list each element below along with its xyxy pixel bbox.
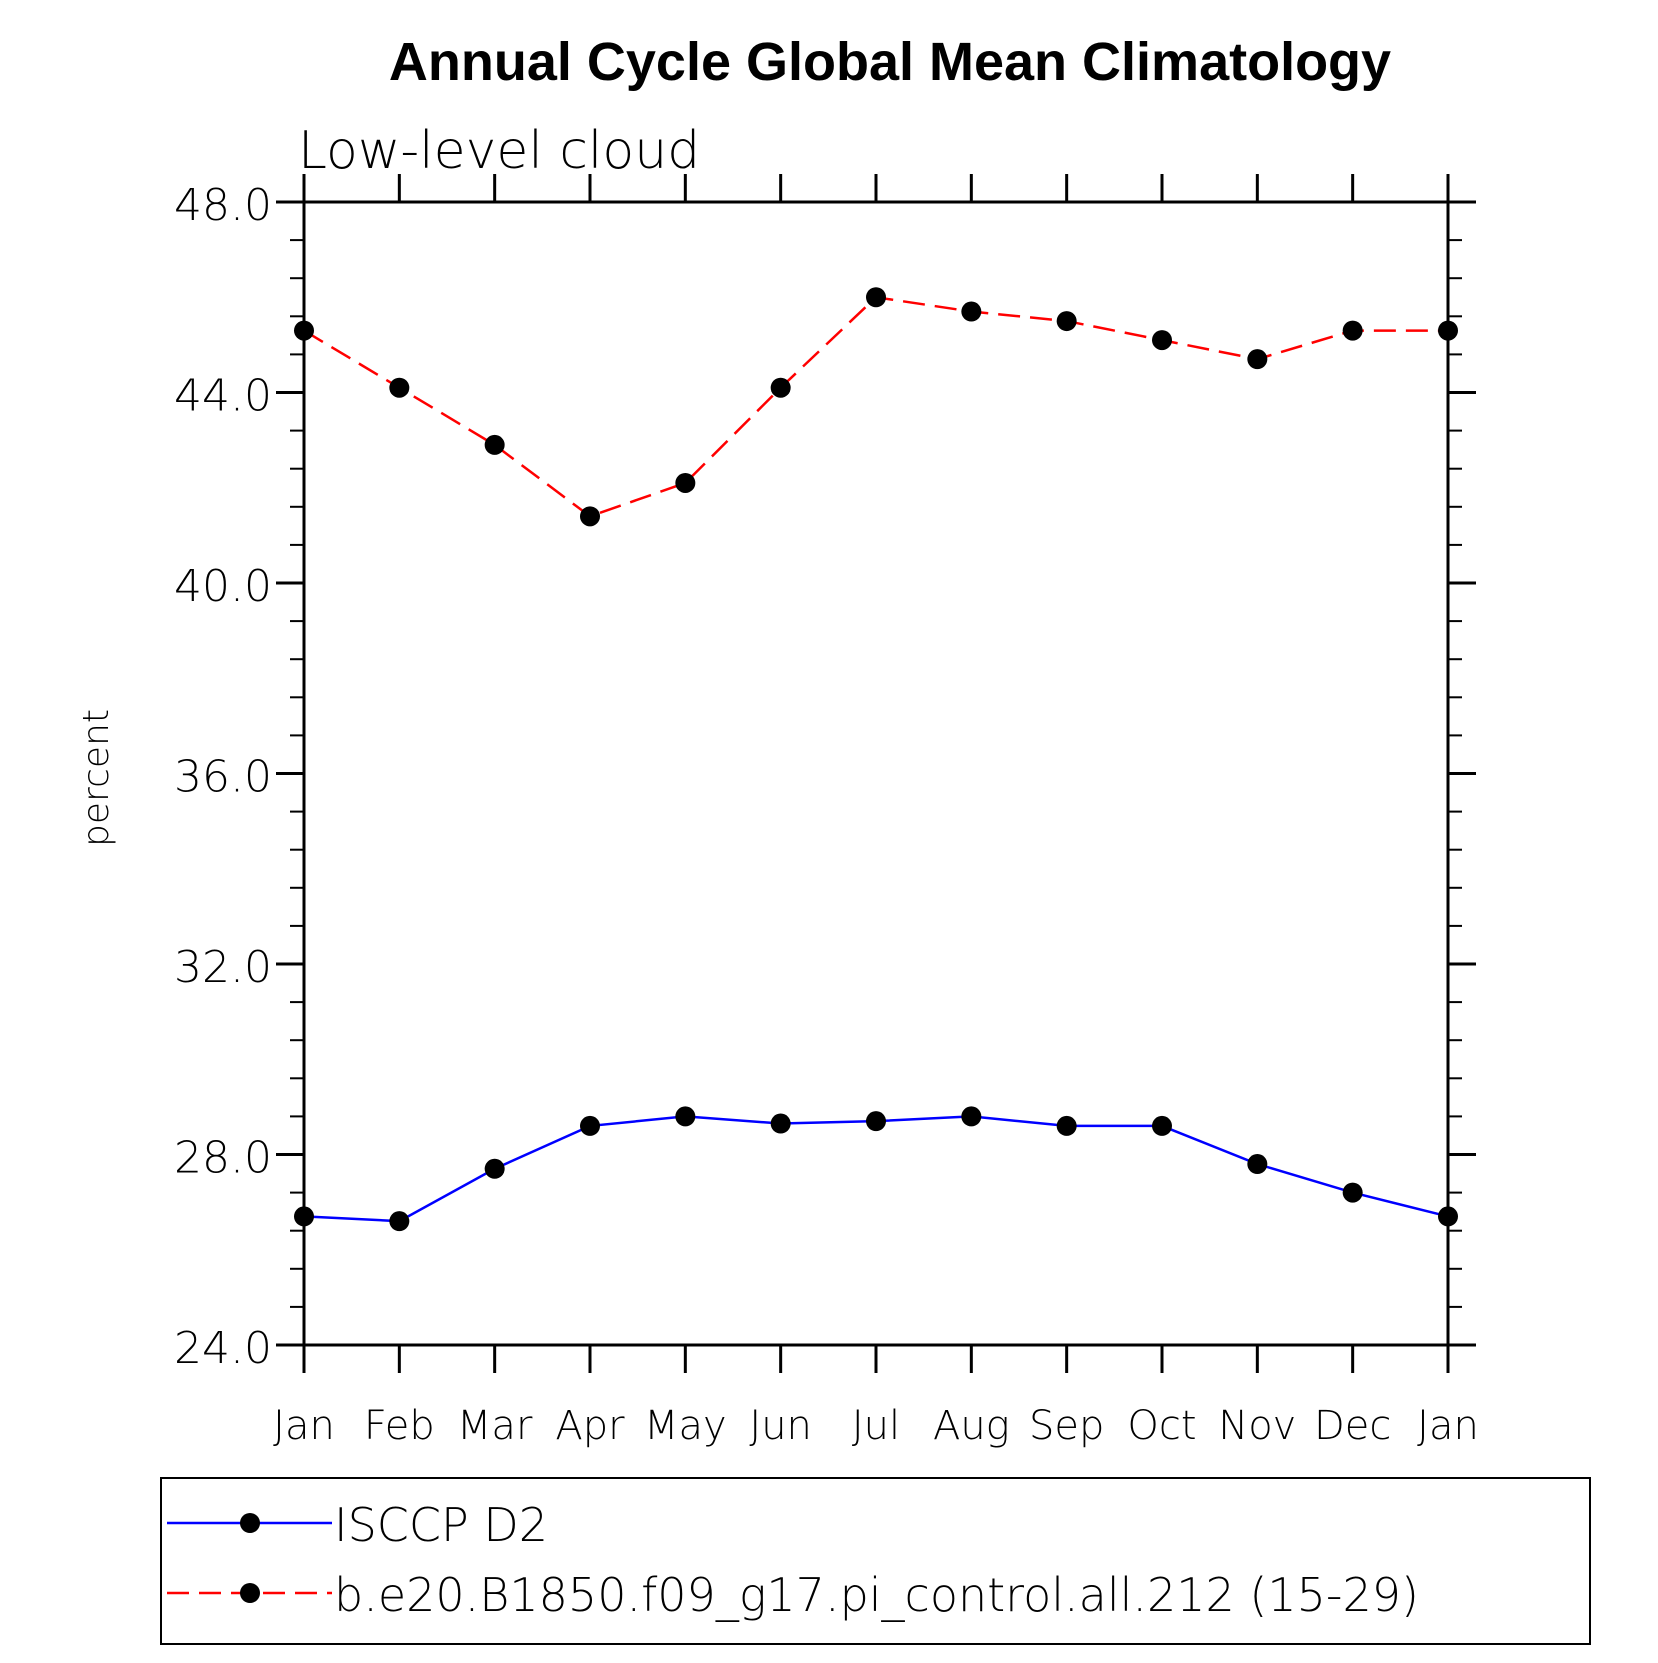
y-tick-label: 44.0 — [174, 371, 272, 422]
y-tick-label: 28.0 — [174, 1133, 272, 1184]
data-point — [1247, 1154, 1268, 1175]
data-point — [1152, 1115, 1172, 1136]
data-point — [1342, 1182, 1363, 1203]
data-point — [675, 472, 696, 493]
data-point — [1056, 311, 1077, 332]
data-point — [675, 1106, 696, 1127]
data-point — [484, 1158, 505, 1179]
legend-box — [160, 1477, 1591, 1645]
x-tick-label: Feb — [364, 1403, 435, 1449]
data-point — [389, 1211, 410, 1232]
x-tick-label: Apr — [555, 1403, 625, 1449]
data-point — [866, 287, 886, 308]
x-tick-label: Jan — [273, 1403, 335, 1449]
data-point — [770, 377, 791, 398]
plot-frame — [302, 200, 1450, 1347]
x-tick-label: May — [644, 1403, 727, 1449]
data-point — [294, 1206, 314, 1227]
axes: 24.0 28.0 32.0 36.0 40.0 44.0 48.0 Jan Feb Mar Apr… — [174, 174, 1479, 1449]
x-tick-label: Jul — [852, 1403, 900, 1449]
y-tick-label: 24.0 — [174, 1323, 272, 1374]
legend: ISCCP D2 b.e20.B1850.f09_g17.pi_control.a… — [160, 1477, 1591, 1645]
data-point — [1056, 1115, 1077, 1136]
x-tick-label: Oct — [1127, 1403, 1196, 1449]
y-tick-label: 36.0 — [174, 752, 272, 803]
x-tick-label: Mar — [457, 1403, 533, 1449]
data-point — [1438, 320, 1458, 341]
y-tick-label: 40.0 — [174, 561, 272, 612]
series-line-1 — [303, 1115, 1449, 1223]
x-tick-label: Dec — [1314, 1403, 1391, 1449]
y-axis-label: percent — [76, 709, 117, 847]
y-tick-label: 32.0 — [174, 942, 272, 993]
data-point — [1247, 349, 1268, 370]
x-tick-label: Nov — [1218, 1403, 1296, 1449]
legend-marker — [240, 1583, 260, 1603]
x-tick-label: Jan — [1417, 1403, 1479, 1449]
data-point — [294, 320, 314, 341]
x-tick-label: Sep — [1029, 1403, 1104, 1449]
plot-series — [294, 287, 1458, 1232]
data-point — [389, 377, 410, 398]
data-point — [961, 301, 982, 322]
data-point — [580, 506, 600, 527]
data-point — [580, 1115, 600, 1136]
legend-label: ISCCP D2 — [334, 1498, 548, 1552]
data-point — [484, 434, 505, 455]
data-point — [1438, 1206, 1458, 1227]
legend-label: b.e20.B1850.f09_g17.pi_control.all.212 (… — [334, 1568, 1419, 1622]
chart-title: Annual Cycle Global Mean Climatology — [389, 32, 1391, 92]
x-tick-label: Jun — [749, 1403, 812, 1449]
data-point — [961, 1106, 982, 1127]
x-tick-label: Aug — [933, 1403, 1010, 1449]
data-point — [866, 1111, 886, 1132]
y-tick-label: 48.0 — [174, 180, 272, 231]
series-line-2 — [303, 295, 1448, 518]
legend-marker — [240, 1513, 260, 1533]
data-point — [770, 1113, 791, 1134]
chart-subtitle: Low-level cloud — [298, 121, 700, 181]
data-point — [1342, 320, 1363, 341]
data-point — [1152, 330, 1172, 351]
